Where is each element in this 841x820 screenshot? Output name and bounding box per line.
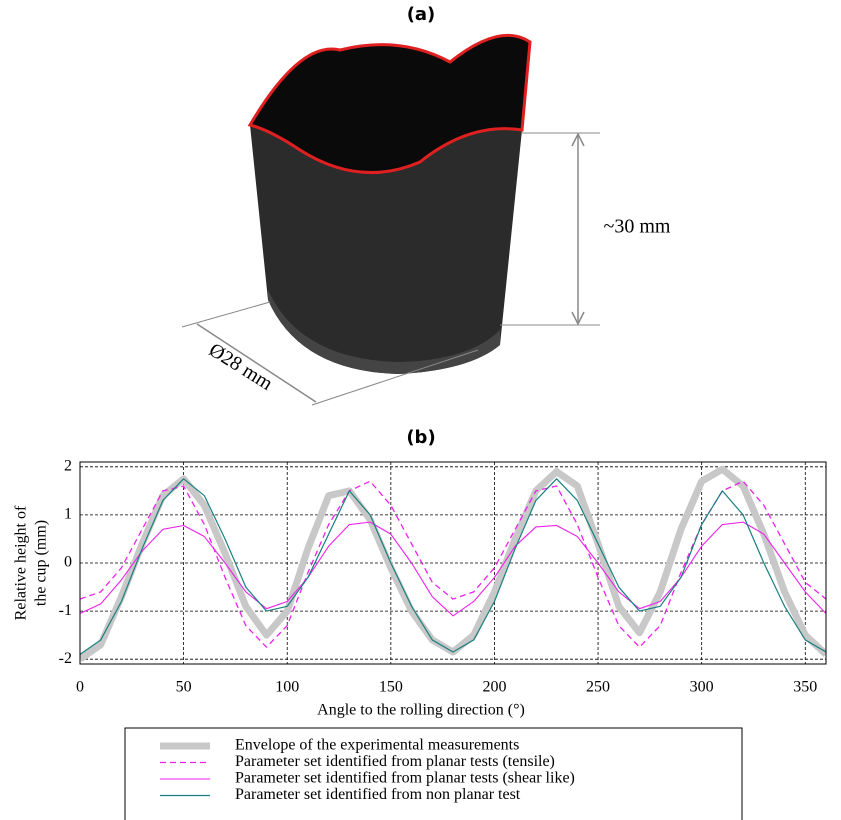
legend-label: Parameter set identified from non planar… <box>235 786 521 803</box>
y-tick-label: -1 <box>59 602 72 619</box>
x-tick-label: 200 <box>482 679 506 696</box>
legend-label: Parameter set identified from planar tes… <box>235 770 575 787</box>
series-line <box>80 480 826 648</box>
x-tick-label: 150 <box>379 679 403 696</box>
y-tick-label: 1 <box>64 506 72 523</box>
y-axis-label: Relative height of <box>13 505 30 620</box>
x-tick-label: 250 <box>586 679 610 696</box>
y-tick-label: -2 <box>59 650 72 667</box>
x-tick-label: 50 <box>176 679 192 696</box>
panel-label: (a) <box>407 4 436 25</box>
legend-box <box>124 727 743 820</box>
y-tick-label: 0 <box>64 554 72 571</box>
height-label: ~30 mm <box>604 216 671 238</box>
series-line <box>80 521 826 617</box>
series-line <box>80 478 826 655</box>
series-line <box>80 465 826 663</box>
x-tick-label: 300 <box>690 679 714 696</box>
legend-label: Parameter set identified from planar tes… <box>235 753 555 770</box>
panel-label: (b) <box>406 427 435 448</box>
x-axis-label: Angle to the rolling direction (°) <box>317 702 525 719</box>
x-tick-label: 100 <box>275 679 299 696</box>
legend-label: Envelope of the experimental measurement… <box>235 737 519 754</box>
cup-photo <box>181 33 600 406</box>
x-tick-label: 350 <box>793 679 817 696</box>
y-axis-label: the cup (mm) <box>33 520 50 606</box>
x-tick-label: 0 <box>76 679 84 696</box>
plot-frame <box>79 461 827 665</box>
diameter-label: Ø28 mm <box>205 339 277 395</box>
y-tick-label: 2 <box>64 457 72 474</box>
